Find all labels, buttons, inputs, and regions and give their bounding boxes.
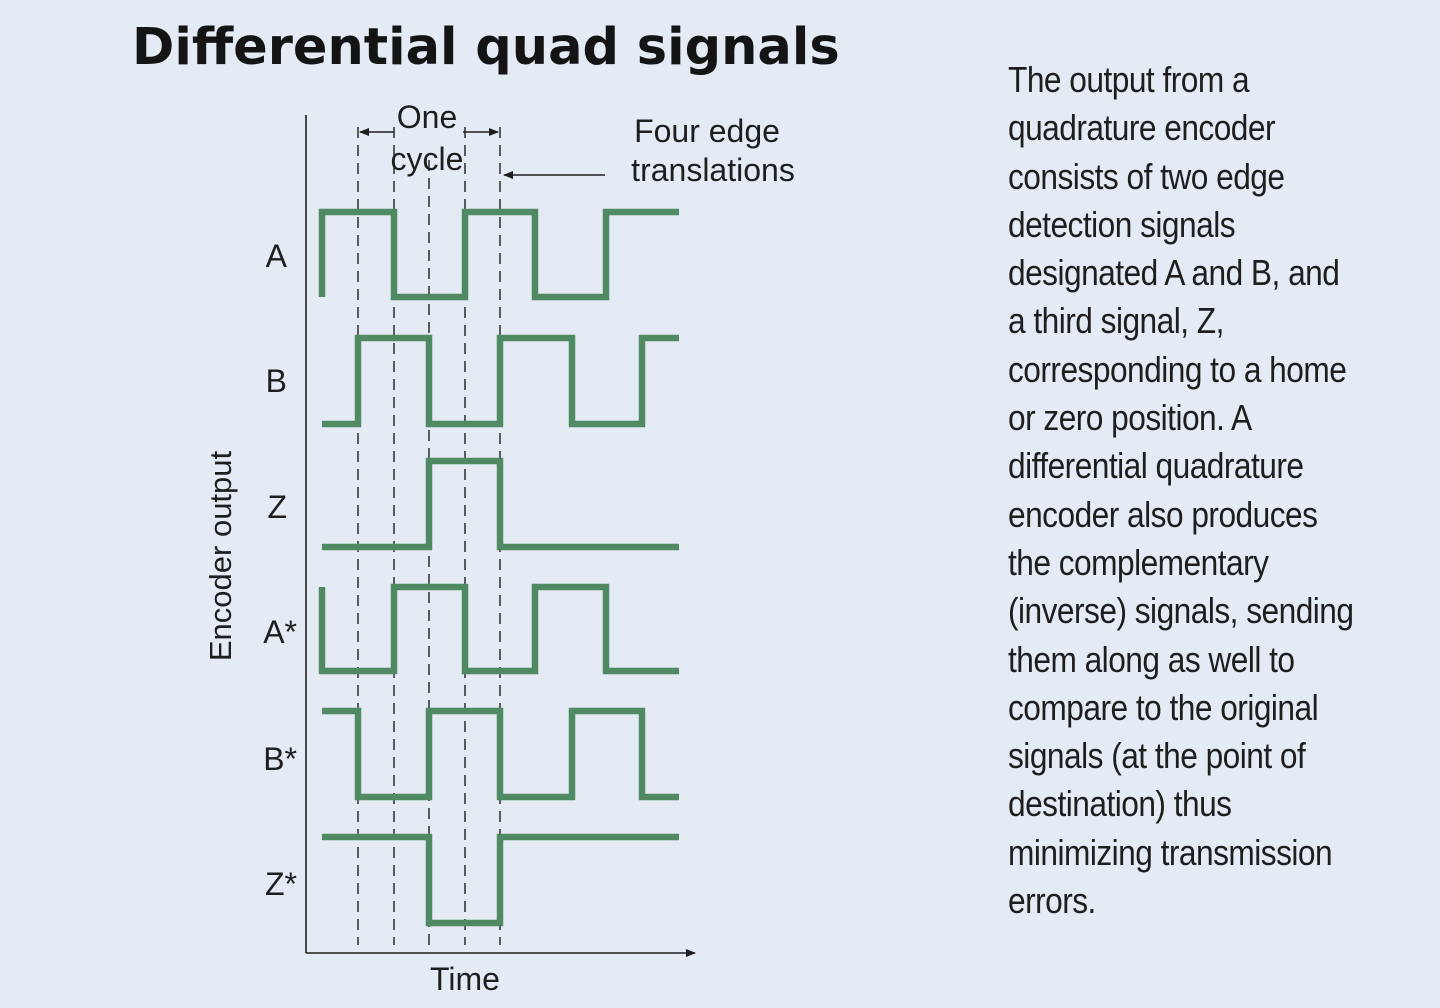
caption-text: The output from a quadrature encoder consi… <box>1008 56 1433 925</box>
caption-line: or zero position. A <box>1008 397 1252 439</box>
signal-label-b: B <box>266 363 287 399</box>
cycle-label-line2: cycle <box>391 141 464 177</box>
x-axis-label: Time <box>430 961 500 997</box>
waveform-b <box>322 334 679 428</box>
caption-line: signals (at the point of <box>1008 735 1306 777</box>
caption-line: corresponding to a home <box>1008 348 1347 390</box>
caption-line: (inverse) signals, sending <box>1008 590 1354 632</box>
quadrature-timing-diagram: One cycle Four edge translations Encoder… <box>203 99 795 997</box>
caption-line: The output from a <box>1008 59 1250 100</box>
caption-line: compare to the original <box>1008 686 1319 728</box>
caption-line: errors. <box>1008 880 1096 922</box>
caption-line: encoder also produces <box>1008 493 1318 535</box>
caption-line: quadrature encoder <box>1008 107 1276 149</box>
waveform-z-inv <box>322 833 679 927</box>
edge-label-line1: Four edge <box>634 113 780 149</box>
waveforms <box>318 208 679 927</box>
waveform-a-inv <box>318 583 679 675</box>
waveform-a <box>318 208 679 301</box>
caption-line: a third signal, Z, <box>1008 300 1224 342</box>
signal-label-z: Z <box>267 489 287 525</box>
caption-line: minimizing transmission <box>1008 831 1333 873</box>
waveform-b-inv <box>322 707 679 801</box>
caption-line: differential quadrature <box>1008 445 1304 487</box>
caption-line: detection signals <box>1008 203 1236 245</box>
caption-line: consists of two edge <box>1008 155 1285 197</box>
caption-line: the complementary <box>1008 541 1269 583</box>
signal-label-a-inv: A* <box>263 614 297 650</box>
signal-label-z-inv: Z* <box>265 866 297 902</box>
signal-label-b-inv: B* <box>263 741 297 777</box>
y-axis-label: Encoder output <box>203 450 238 661</box>
caption-line: destination) thus <box>1008 783 1232 825</box>
waveform-z <box>322 457 679 551</box>
caption-line: them along as well to <box>1008 638 1295 680</box>
caption-line: designated A and B, and <box>1008 252 1340 294</box>
edge-label-line2: translations <box>631 152 795 188</box>
cycle-label-line1: One <box>397 99 457 135</box>
figure-title: Differential quad signals <box>132 18 840 77</box>
signal-label-a: A <box>266 238 288 274</box>
